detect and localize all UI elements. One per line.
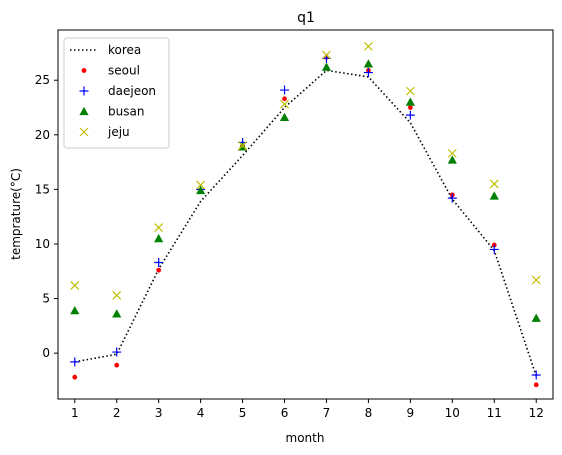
point-jeju-11 [489, 179, 499, 189]
point-seoul-2 [114, 362, 120, 368]
point-seoul-9 [407, 105, 413, 110]
x-axis-label: month [286, 431, 325, 445]
point-jeju-4 [196, 180, 206, 190]
point-jeju-9 [405, 86, 415, 96]
point-jeju-10 [447, 148, 457, 158]
legend-label-busan: busan [108, 105, 144, 119]
legend-swatch-seoul [81, 68, 87, 73]
point-busan-8 [363, 59, 374, 68]
point-busan-11 [489, 191, 499, 200]
point-busan-6 [279, 112, 290, 122]
x-tick-label: 12 [529, 406, 544, 420]
point-daejeon-1 [70, 357, 80, 367]
point-busan-2 [112, 309, 122, 318]
point-daejeon-2 [112, 347, 122, 357]
x-tick-label: 10 [445, 406, 460, 420]
point-daejeon-9 [405, 110, 415, 120]
legend-box [63, 37, 170, 149]
point-jeju-1 [70, 281, 80, 290]
legend-swatch-daejeon [79, 86, 89, 96]
legend-label-jeju: jeju [107, 125, 130, 139]
y-tick-label: 5 [42, 292, 50, 306]
point-busan-9 [405, 97, 415, 106]
y-tick-label: 25 [35, 73, 50, 87]
chart-title: q1 [297, 10, 315, 26]
y-tick-label: 0 [42, 346, 50, 360]
legend: korea seoul daejeon busan jeju [63, 37, 170, 149]
point-jeju-6 [280, 99, 289, 109]
y-tick-label: 10 [35, 237, 50, 251]
point-daejeon-11 [489, 244, 499, 254]
point-daejeon-10 [447, 193, 457, 203]
point-daejeon-12 [531, 370, 541, 380]
point-seoul-1 [72, 374, 78, 380]
legend-label-seoul: seoul [108, 64, 140, 78]
point-busan-4 [196, 185, 206, 195]
x-tick-label: 3 [155, 406, 163, 420]
x-tick-label: 2 [113, 406, 121, 420]
x-tick-label: 1 [71, 406, 79, 420]
point-jeju-5 [238, 141, 248, 151]
y-axis: 0 5 10 15 20 25 [35, 73, 58, 360]
x-tick-label: 6 [281, 406, 289, 420]
point-busan-7 [321, 62, 332, 71]
point-daejeon-6 [280, 85, 290, 95]
point-busan-1 [70, 305, 80, 315]
point-daejeon-3 [154, 258, 164, 268]
x-tick-label: 4 [197, 406, 205, 420]
legend-swatch-busan [79, 106, 89, 116]
point-jeju-12 [531, 275, 541, 285]
point-seoul-6 [282, 96, 287, 102]
x-tick-label: 11 [487, 406, 502, 420]
point-seoul-3 [156, 267, 162, 273]
point-jeju-7 [322, 50, 331, 60]
y-tick-label: 15 [35, 182, 50, 196]
plot-area-frame [57, 29, 554, 400]
x-axis: 1 2 3 4 5 6 7 8 9 10 11 12 [71, 399, 544, 420]
x-tick-label: 5 [239, 406, 247, 420]
point-seoul-12 [533, 382, 539, 388]
x-tick-label: 8 [365, 406, 373, 420]
legend-label-daejeon: daejeon [108, 84, 156, 98]
point-busan-3 [154, 233, 164, 243]
y-axis-label: temprature(°C) [9, 168, 23, 260]
x-tick-label: 9 [407, 406, 415, 420]
point-busan-10 [447, 155, 457, 164]
point-jeju-8 [363, 41, 373, 51]
y-tick-label: 20 [35, 128, 50, 142]
point-jeju-2 [112, 290, 122, 300]
point-busan-12 [531, 313, 541, 322]
plot-series [70, 41, 541, 388]
x-tick-label: 7 [323, 406, 331, 420]
point-daejeon-8 [363, 68, 373, 78]
legend-swatch-jeju [79, 127, 89, 137]
legend-label-korea: korea [108, 43, 141, 57]
point-jeju-3 [154, 223, 164, 233]
